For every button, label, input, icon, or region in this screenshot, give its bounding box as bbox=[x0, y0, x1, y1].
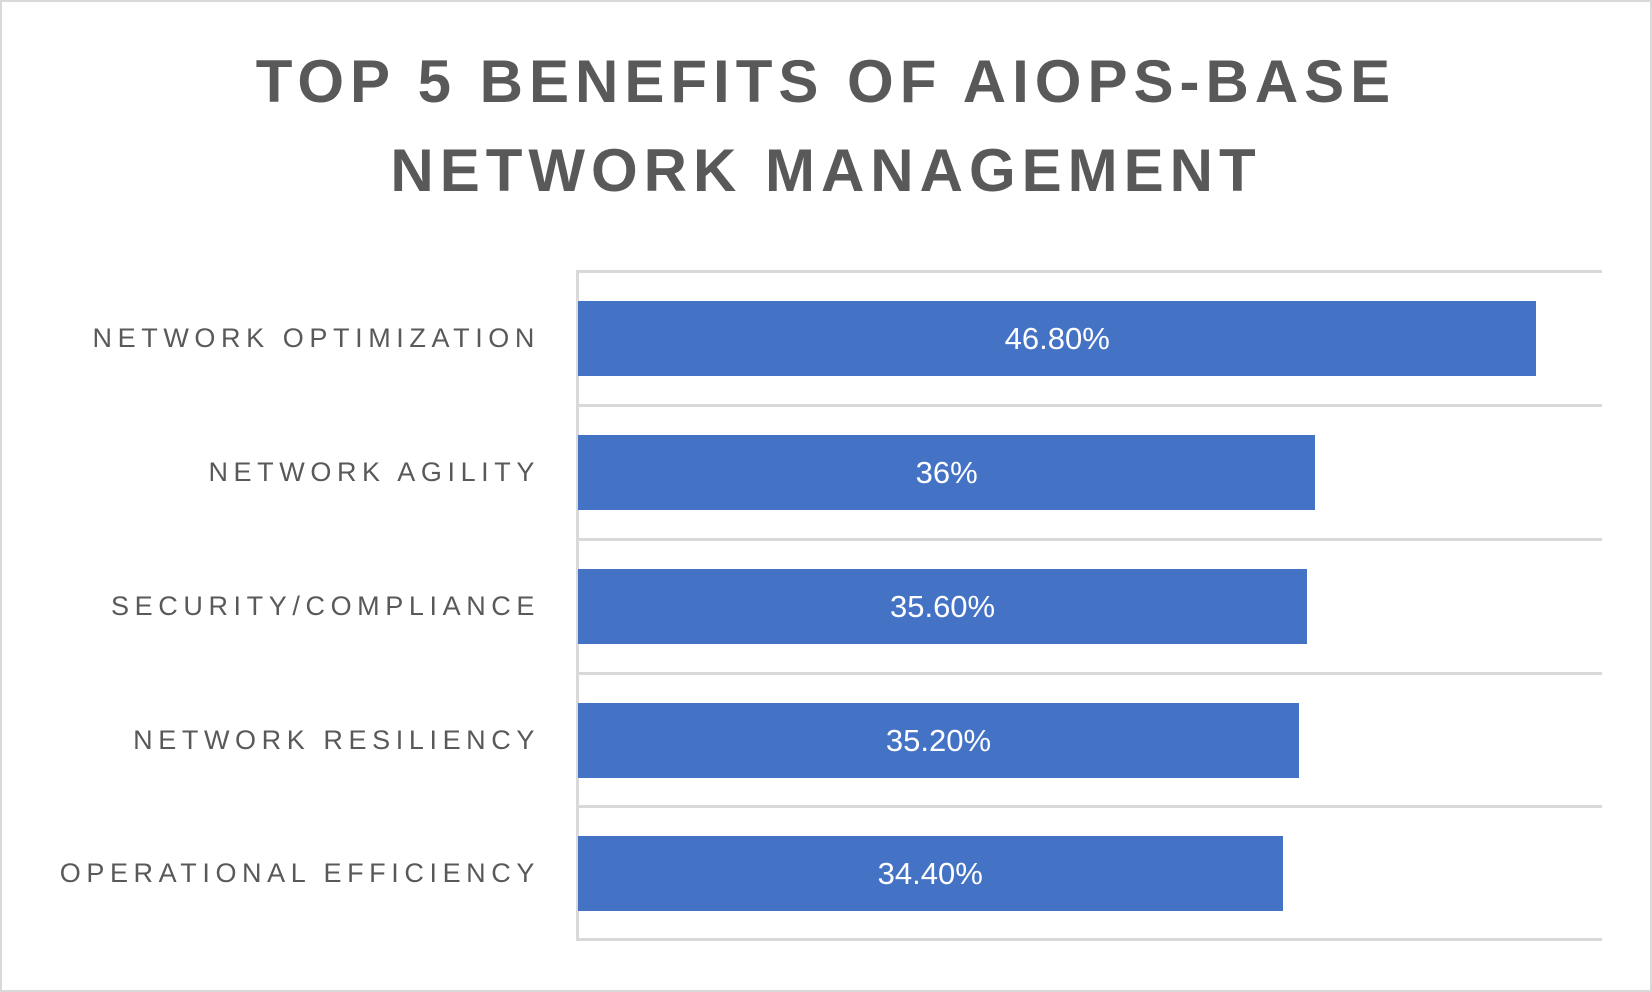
category-label-network-resiliency: NETWORK RESILIENCY bbox=[133, 725, 540, 755]
bar-network-agility: 36% bbox=[578, 435, 1316, 510]
bar-value-label: 35.60% bbox=[889, 588, 996, 624]
bar-operational-efficiency: 34.40% bbox=[578, 836, 1283, 911]
gridline bbox=[576, 672, 1602, 675]
category-axis-line bbox=[576, 270, 579, 941]
gridline bbox=[576, 404, 1602, 407]
bar-value-label: 36% bbox=[915, 454, 978, 490]
category-label-operational-efficiency: OPERATIONAL EFFICIENCY bbox=[59, 858, 540, 888]
gridline bbox=[576, 538, 1602, 541]
bar-security-compliance: 35.60% bbox=[578, 569, 1308, 644]
gridline bbox=[576, 805, 1602, 808]
category-label-network-agility: NETWORK AGILITY bbox=[208, 457, 540, 487]
gridline bbox=[576, 270, 1602, 273]
category-label-security-compliance: SECURITY/COMPLIANCE bbox=[111, 591, 540, 621]
bar-value-label: 46.80% bbox=[1004, 320, 1110, 356]
bar-network-resiliency: 35.20% bbox=[578, 703, 1299, 778]
plot-area: 46.80% 36% 35.60% 35.20% 34.40% bbox=[576, 270, 1602, 941]
gridline bbox=[576, 938, 1602, 941]
bar-network-optimization: 46.80% bbox=[578, 301, 1537, 376]
bar-value-label: 35.20% bbox=[885, 722, 992, 758]
bar-value-label: 34.40% bbox=[877, 855, 983, 891]
category-label-network-optimization: NETWORK OPTIMIZATION bbox=[92, 323, 540, 353]
chart-title-line-1: TOP 5 BENEFITS OF AIOPS-BASE bbox=[255, 48, 1397, 115]
chart-title-line-2: NETWORK MANAGEMENT bbox=[390, 137, 1262, 204]
